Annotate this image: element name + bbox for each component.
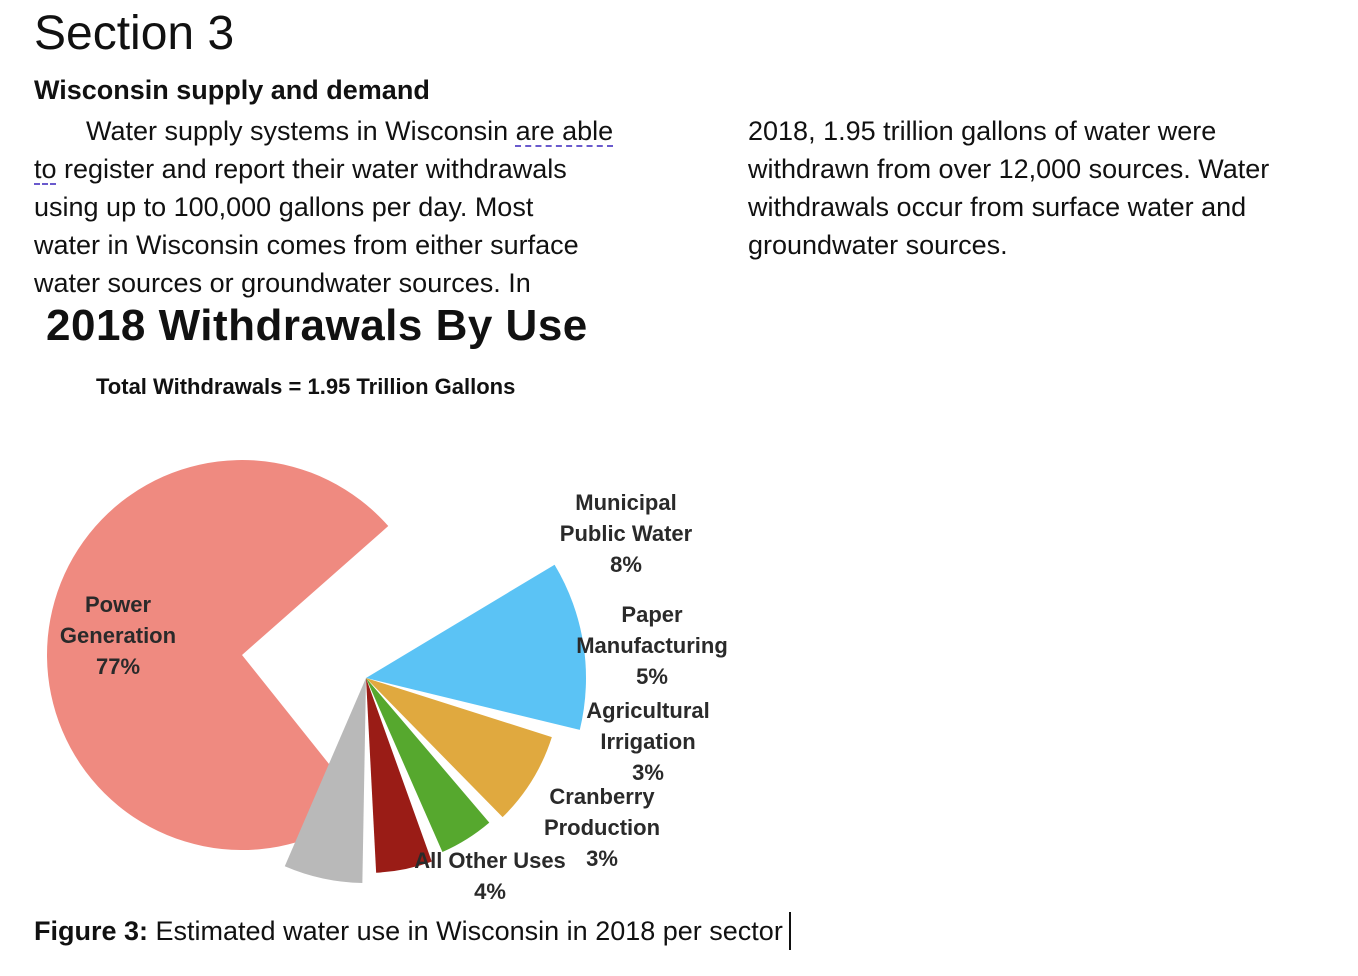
label-agricultural-irrigation-line-2: 3% xyxy=(632,760,664,785)
slice-power-generation xyxy=(47,460,389,850)
paragraph-line: water in Wisconsin comes from either sur… xyxy=(34,230,579,260)
slice-municipal-public-water xyxy=(366,564,586,730)
label-municipal-public-water-line-1: Public Water xyxy=(560,521,693,546)
withdrawals-pie-chart: Power Generation 77% Municipal Public Water 8… xyxy=(47,460,728,904)
label-paper-manufacturing-line-0: Paper xyxy=(621,602,683,627)
paragraph-line: withdrawals occur from surface water and xyxy=(748,192,1247,222)
label-paper-manufacturing-line-1: Manufacturing xyxy=(576,633,728,658)
paragraph-line: 2018, 1.95 trillion gallons of water wer… xyxy=(748,116,1217,146)
paragraph-line: withdrawn from over 12,000 sources. Wate… xyxy=(748,154,1270,184)
section-subheading: Wisconsin supply and demand xyxy=(34,75,430,105)
caption-text: Estimated water use in Wisconsin in 2018… xyxy=(148,916,783,946)
paragraph-line: water sources or groundwater sources. In xyxy=(34,268,531,298)
label-power-generation-line-1: Generation xyxy=(60,623,176,648)
paragraph-line: to register and report their water withd… xyxy=(34,154,567,184)
label-municipal-public-water-line-0: Municipal xyxy=(575,490,676,515)
label-cranberry-production-line-2: 3% xyxy=(586,846,618,871)
label-agricultural-irrigation-line-0: Agricultural xyxy=(586,698,709,723)
label-all-other-uses-line-1: 4% xyxy=(474,879,506,904)
label-cranberry-production-line-1: Production xyxy=(544,815,660,840)
label-power-generation-line-2: 77% xyxy=(96,654,140,679)
paragraph-line: using up to 100,000 gallons per day. Mos… xyxy=(34,192,534,222)
chart-subtitle: Total Withdrawals = 1.95 Trillion Gallon… xyxy=(96,374,516,399)
label-all-other-uses-line-0: All Other Uses xyxy=(414,848,566,873)
caption-label: Figure 3: xyxy=(34,916,149,946)
label-power-generation-line-0: Power xyxy=(85,592,151,617)
slice-agricultural-irrigation xyxy=(366,678,490,852)
body-paragraph-right: 2018, 1.95 trillion gallons of water wer… xyxy=(748,112,1338,264)
grammar-flag[interactable]: are able xyxy=(515,116,614,146)
label-paper-manufacturing-line-2: 5% xyxy=(636,664,668,689)
paragraph-line: groundwater sources. xyxy=(748,230,1008,260)
text-cursor xyxy=(788,912,791,950)
body-paragraph-left: Water supply systems in Wisconsin are ab… xyxy=(34,112,674,302)
grammar-flag[interactable]: to xyxy=(34,154,57,184)
paragraph-line: Water supply systems in Wisconsin are ab… xyxy=(86,116,614,146)
label-cranberry-production-line-0: Cranberry xyxy=(549,784,655,809)
section-heading: Section 3 xyxy=(34,7,235,60)
slice-all-other-uses xyxy=(284,678,366,883)
label-agricultural-irrigation-line-1: Irrigation xyxy=(600,729,695,754)
slice-paper-manufacturing xyxy=(366,678,552,818)
slice-cranberry-production xyxy=(366,678,432,873)
figure-caption: Figure 3: Estimated water use in Wiscons… xyxy=(34,912,791,950)
label-municipal-public-water-line-2: 8% xyxy=(610,552,642,577)
chart-title: 2018 Withdrawals By Use xyxy=(46,301,588,350)
